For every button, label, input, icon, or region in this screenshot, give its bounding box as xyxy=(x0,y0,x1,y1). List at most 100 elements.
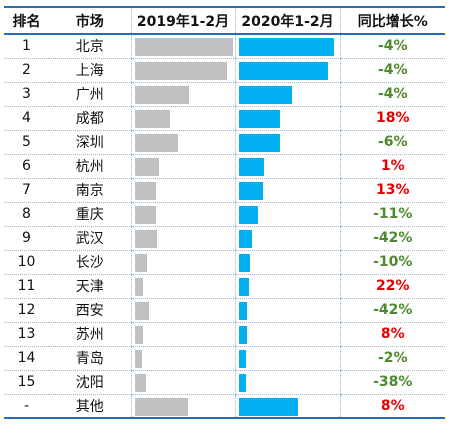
yoy-cell: -2% xyxy=(339,346,445,371)
bar-2020-cell xyxy=(234,394,340,419)
table-row: 2 上海 -4% xyxy=(4,58,445,83)
header-rank: 排名 xyxy=(4,6,49,35)
table-row: 7 南京 13% xyxy=(4,178,445,203)
bar-2019 xyxy=(134,229,157,248)
bar-2019-cell xyxy=(130,226,235,251)
bar-2020-cell xyxy=(234,250,340,275)
bar-2020 xyxy=(238,325,247,344)
bar-2020 xyxy=(238,253,250,272)
yoy-cell: -4% xyxy=(339,82,445,107)
header-yoy: 同比增长% xyxy=(339,6,445,35)
header-2019: 2019年1-2月 xyxy=(130,6,235,35)
header-market: 市场 xyxy=(49,6,131,35)
table-row: 1 北京 -4% xyxy=(4,34,445,59)
yoy-cell: 18% xyxy=(339,106,445,131)
table-row: - 其他 8% xyxy=(4,394,445,419)
bar-2019-cell xyxy=(130,58,235,83)
market-cell: 苏州 xyxy=(49,322,131,347)
market-ranking-table: 排名 市场 2019年1-2月 2020年1-2月 同比增长% 1 北京 -4% 2 上… xyxy=(4,6,445,419)
bar-2020 xyxy=(238,397,298,416)
bar-2019-cell xyxy=(130,322,235,347)
bar-2020-cell xyxy=(234,178,340,203)
market-cell: 沈阳 xyxy=(49,370,131,395)
market-cell: 其他 xyxy=(49,394,131,419)
bar-2019-cell xyxy=(130,154,235,179)
table-row: 14 青岛 -2% xyxy=(4,346,445,371)
bar-2020 xyxy=(238,373,246,392)
rank-cell: 15 xyxy=(4,370,49,395)
bar-2019 xyxy=(134,253,147,272)
yoy-cell: 13% xyxy=(339,178,445,203)
bar-2020-cell xyxy=(234,34,340,59)
bar-2020-cell xyxy=(234,154,340,179)
bar-2019-cell xyxy=(130,298,235,323)
table-row: 12 西安 -42% xyxy=(4,298,445,323)
bar-2019-cell xyxy=(130,370,235,395)
market-cell: 杭州 xyxy=(49,154,131,179)
rank-cell: 10 xyxy=(4,250,49,275)
bar-2020-cell xyxy=(234,130,340,155)
market-cell: 武汉 xyxy=(49,226,131,251)
table-body: 1 北京 -4% 2 上海 -4% 3 广州 -4% 4 成都 18% 5 深圳 -6% 6 杭州 1% 7 南京 13… xyxy=(4,34,445,419)
header-2020: 2020年1-2月 xyxy=(234,6,340,35)
bar-2020 xyxy=(238,277,249,296)
bar-2020 xyxy=(238,133,280,152)
rank-cell: 7 xyxy=(4,178,49,203)
yoy-cell: 1% xyxy=(339,154,445,179)
bar-2019 xyxy=(134,181,156,200)
market-cell: 西安 xyxy=(49,298,131,323)
market-cell: 深圳 xyxy=(49,130,131,155)
bar-2019-cell xyxy=(130,346,235,371)
rank-cell: 4 xyxy=(4,106,49,131)
bar-2019 xyxy=(134,301,149,320)
market-cell: 成都 xyxy=(49,106,131,131)
bar-2020-cell xyxy=(234,274,340,299)
yoy-cell: -42% xyxy=(339,298,445,323)
table-row: 9 武汉 -42% xyxy=(4,226,445,251)
table-header-row: 排名 市场 2019年1-2月 2020年1-2月 同比增长% xyxy=(4,6,445,35)
bar-2020 xyxy=(238,181,263,200)
table-row: 3 广州 -4% xyxy=(4,82,445,107)
bar-2019 xyxy=(134,61,227,80)
bar-2019 xyxy=(134,373,146,392)
bar-2020-cell xyxy=(234,346,340,371)
bar-2020-cell xyxy=(234,226,340,251)
market-cell: 重庆 xyxy=(49,202,131,227)
yoy-cell: -11% xyxy=(339,202,445,227)
yoy-cell: 22% xyxy=(339,274,445,299)
table-row: 11 天津 22% xyxy=(4,274,445,299)
bar-2019-cell xyxy=(130,274,235,299)
bar-2019 xyxy=(134,133,178,152)
rank-cell: 11 xyxy=(4,274,49,299)
bar-2020-cell xyxy=(234,370,340,395)
table-row: 15 沈阳 -38% xyxy=(4,370,445,395)
rank-cell: 13 xyxy=(4,322,49,347)
market-cell: 长沙 xyxy=(49,250,131,275)
bar-2019-cell xyxy=(130,82,235,107)
table-row: 10 长沙 -10% xyxy=(4,250,445,275)
bar-2020-cell xyxy=(234,298,340,323)
table-row: 4 成都 18% xyxy=(4,106,445,131)
market-cell: 南京 xyxy=(49,178,131,203)
bar-2020 xyxy=(238,109,280,128)
bar-2019-cell xyxy=(130,394,235,419)
rank-cell: 12 xyxy=(4,298,49,323)
bar-2019 xyxy=(134,38,233,56)
table-row: 6 杭州 1% xyxy=(4,154,445,179)
bar-2020-cell xyxy=(234,106,340,131)
bar-2019 xyxy=(134,85,189,104)
rank-cell: 5 xyxy=(4,130,49,155)
bar-2020-cell xyxy=(234,322,340,347)
table-row: 5 深圳 -6% xyxy=(4,130,445,155)
yoy-cell: 8% xyxy=(339,322,445,347)
bar-2020 xyxy=(238,229,252,248)
yoy-cell: -4% xyxy=(339,58,445,83)
bar-2019-cell xyxy=(130,34,235,59)
bar-2019-cell xyxy=(130,250,235,275)
bar-2020-cell xyxy=(234,58,340,83)
rank-cell: 9 xyxy=(4,226,49,251)
bar-2020 xyxy=(238,157,264,176)
rank-cell: 2 xyxy=(4,58,49,83)
table-row: 8 重庆 -11% xyxy=(4,202,445,227)
